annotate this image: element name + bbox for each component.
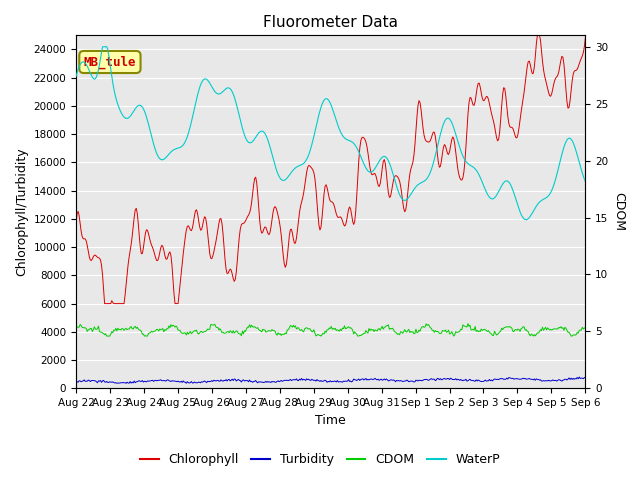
Y-axis label: Chlorophyll/Turbidity: Chlorophyll/Turbidity (15, 147, 28, 276)
Legend: Chlorophyll, Turbidity, CDOM, WaterP: Chlorophyll, Turbidity, CDOM, WaterP (135, 448, 505, 471)
X-axis label: Time: Time (316, 414, 346, 427)
Title: Fluorometer Data: Fluorometer Data (263, 15, 398, 30)
Text: MB_tule: MB_tule (84, 55, 136, 69)
Y-axis label: CDOM: CDOM (612, 192, 625, 231)
